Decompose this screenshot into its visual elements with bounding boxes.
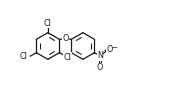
Text: Cl: Cl [44, 19, 52, 28]
Text: Cl: Cl [64, 53, 72, 62]
Text: Cl: Cl [19, 52, 27, 61]
Text: −: − [111, 45, 117, 51]
Text: +: + [102, 48, 107, 53]
Text: O: O [97, 63, 103, 72]
Text: O: O [106, 45, 113, 54]
Text: N: N [97, 51, 103, 60]
Text: O: O [62, 34, 69, 43]
